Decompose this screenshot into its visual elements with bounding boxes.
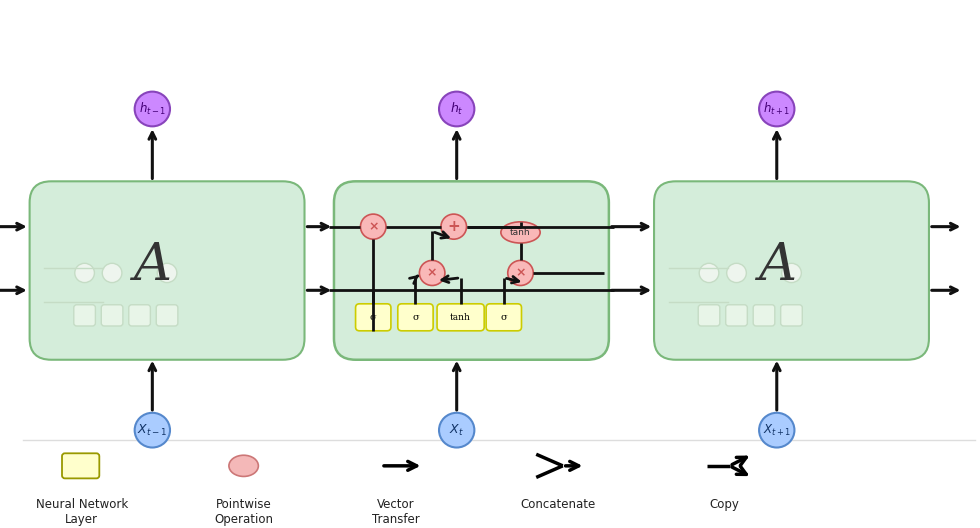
- Circle shape: [441, 214, 466, 239]
- Circle shape: [134, 413, 170, 448]
- Text: Neural Network
Layer: Neural Network Layer: [35, 498, 127, 526]
- FancyBboxPatch shape: [74, 305, 95, 326]
- Text: A: A: [758, 240, 796, 291]
- Circle shape: [419, 260, 445, 286]
- Text: A: A: [133, 240, 171, 291]
- Text: σ: σ: [413, 313, 418, 322]
- Text: ×: ×: [515, 267, 525, 279]
- Text: σ: σ: [501, 313, 507, 322]
- Text: Pointwise
Operation: Pointwise Operation: [215, 498, 273, 526]
- FancyBboxPatch shape: [781, 305, 803, 326]
- FancyBboxPatch shape: [356, 304, 391, 331]
- Circle shape: [102, 263, 122, 282]
- FancyBboxPatch shape: [437, 304, 484, 331]
- Text: +: +: [448, 219, 461, 234]
- FancyBboxPatch shape: [29, 181, 305, 360]
- Text: $h_t$: $h_t$: [450, 101, 464, 117]
- Text: $X_{t+1}$: $X_{t+1}$: [762, 422, 791, 438]
- Circle shape: [361, 214, 386, 239]
- Text: $h_{t-1}$: $h_{t-1}$: [139, 101, 166, 117]
- Text: σ: σ: [369, 313, 376, 322]
- Text: ×: ×: [368, 220, 378, 233]
- Circle shape: [760, 92, 795, 126]
- Text: tanh: tanh: [511, 228, 531, 237]
- FancyBboxPatch shape: [698, 305, 720, 326]
- FancyBboxPatch shape: [128, 305, 150, 326]
- FancyBboxPatch shape: [398, 304, 433, 331]
- FancyBboxPatch shape: [754, 305, 775, 326]
- FancyBboxPatch shape: [62, 454, 99, 478]
- FancyBboxPatch shape: [654, 181, 929, 360]
- Ellipse shape: [229, 455, 259, 476]
- Text: tanh: tanh: [450, 313, 471, 322]
- Text: ×: ×: [427, 267, 437, 279]
- Circle shape: [727, 263, 747, 282]
- Text: Concatenate: Concatenate: [520, 498, 596, 511]
- Circle shape: [508, 260, 533, 286]
- Circle shape: [782, 263, 802, 282]
- Circle shape: [74, 263, 94, 282]
- Text: $h_{t+1}$: $h_{t+1}$: [763, 101, 791, 117]
- Circle shape: [134, 92, 170, 126]
- Text: Copy: Copy: [710, 498, 740, 511]
- FancyBboxPatch shape: [101, 305, 122, 326]
- FancyBboxPatch shape: [486, 304, 521, 331]
- Circle shape: [760, 413, 795, 448]
- Text: $X_{t-1}$: $X_{t-1}$: [137, 422, 168, 438]
- Ellipse shape: [501, 222, 540, 243]
- Circle shape: [439, 92, 474, 126]
- Text: Vector
Transfer: Vector Transfer: [372, 498, 419, 526]
- Circle shape: [157, 263, 176, 282]
- Text: $X_t$: $X_t$: [449, 422, 465, 438]
- Circle shape: [699, 263, 719, 282]
- FancyBboxPatch shape: [156, 305, 177, 326]
- FancyBboxPatch shape: [334, 181, 609, 360]
- FancyBboxPatch shape: [726, 305, 748, 326]
- Circle shape: [439, 413, 474, 448]
